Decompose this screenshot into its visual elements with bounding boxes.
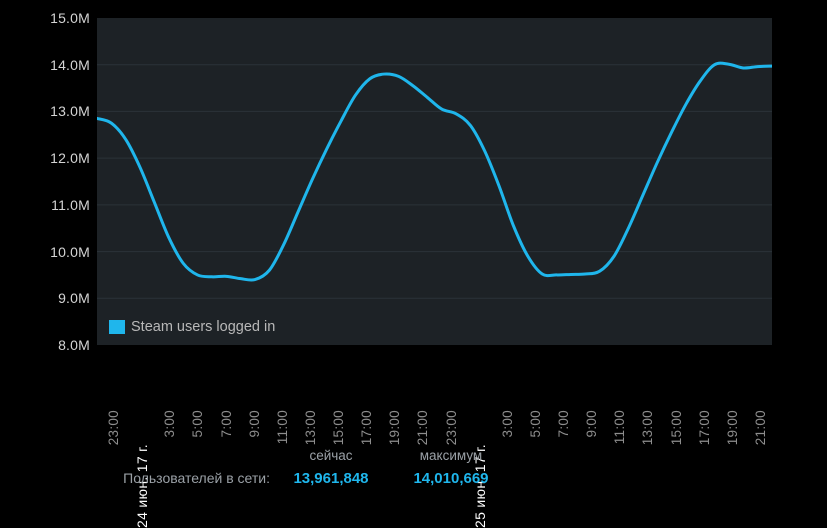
x-axis-tick-label: 5:00 bbox=[190, 410, 206, 438]
x-axis-tick-label: 7:00 bbox=[218, 410, 234, 438]
x-axis-tick-label: 15:00 bbox=[668, 410, 684, 446]
y-axis-tick-label: 9.0M bbox=[58, 290, 90, 307]
users-online-max-value: 14,010,669 bbox=[413, 470, 489, 487]
x-axis-tick-label: 5:00 bbox=[527, 410, 543, 438]
x-axis-tick-label: 13:00 bbox=[640, 410, 656, 446]
legend-color-swatch bbox=[109, 320, 125, 334]
summary-header-row: сейчас максимум bbox=[0, 448, 510, 463]
column-header-now: сейчас bbox=[309, 448, 353, 463]
chart-legend: Steam users logged in bbox=[105, 317, 279, 337]
series-line-steam-users bbox=[97, 63, 772, 280]
x-axis: 23:00 24 июн. 17 г. 3:00 5:00 7:00 9:00 11:00 1… bbox=[0, 348, 827, 528]
summary-value-row: Пользователей в сети: 13,961,848 14,010,… bbox=[0, 470, 510, 487]
series-line-chart bbox=[97, 18, 772, 299]
x-axis-tick-label: 17:00 bbox=[359, 410, 375, 446]
x-axis-tick-label: 11:00 bbox=[274, 410, 290, 445]
summary-row-label: Пользователей в сети: bbox=[123, 470, 270, 486]
x-axis-tick-label: 3:00 bbox=[162, 410, 178, 438]
summary-footer: сейчас максимум Пользователей в сети: 13… bbox=[0, 446, 827, 500]
column-header-max: максимум bbox=[419, 448, 483, 463]
x-axis-tick-label: 19:00 bbox=[387, 410, 403, 446]
y-axis-tick-label: 11.0M bbox=[51, 196, 90, 213]
x-axis-tick-label: 19:00 bbox=[724, 410, 740, 446]
x-axis-tick-label: 9:00 bbox=[246, 410, 262, 438]
y-axis-tick-label: 14.0M bbox=[50, 56, 90, 73]
x-axis-tick-label: 15:00 bbox=[331, 410, 347, 446]
x-axis-tick-label: 9:00 bbox=[584, 410, 600, 438]
y-axis-tick-label: 15.0M bbox=[50, 10, 90, 26]
legend-label: Steam users logged in bbox=[131, 319, 276, 335]
y-axis-tick-label: 13.0M bbox=[50, 103, 90, 120]
x-axis-tick-label: 21:00 bbox=[752, 410, 768, 446]
x-axis-tick-label: 11:00 bbox=[612, 410, 628, 445]
x-axis-tick-label: 13:00 bbox=[302, 410, 318, 446]
y-axis-tick-label: 10.0M bbox=[50, 243, 90, 260]
y-axis-tick-label: 12.0M bbox=[50, 150, 90, 167]
y-axis: 15.0M 14.0M 13.0M 12.0M 11.0M 10.0M 9.0M 8.0M bbox=[0, 0, 90, 360]
x-axis-tick-label: 23:00 bbox=[443, 410, 459, 446]
x-axis-tick-label: 7:00 bbox=[556, 410, 572, 438]
x-axis-tick-label: 3:00 bbox=[499, 410, 515, 438]
x-axis-tick-label: 17:00 bbox=[696, 410, 712, 446]
x-axis-tick-label: 23:00 bbox=[106, 410, 122, 446]
plot-area: Steam users logged in bbox=[97, 18, 772, 345]
y-axis-tick-label: 8.0M bbox=[58, 337, 90, 353]
x-axis-tick-label: 21:00 bbox=[415, 410, 431, 446]
users-online-now-value: 13,961,848 bbox=[293, 470, 369, 487]
